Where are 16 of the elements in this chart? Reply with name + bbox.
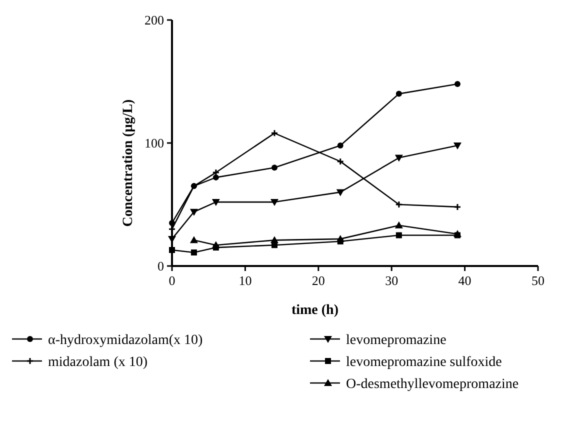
- y-tick-label: 100: [144, 136, 164, 151]
- legend-label: O-desmethyllevomepromazine: [346, 376, 519, 392]
- legend-label: midazolam (x 10): [48, 354, 148, 370]
- x-tick-label: 40: [458, 273, 472, 288]
- x-tick-label: 30: [385, 273, 398, 288]
- legend-label: levomepromazine sulfoxide: [346, 354, 502, 370]
- y-tick-label: 200: [144, 12, 164, 28]
- y-tick-label: 0: [158, 258, 164, 274]
- y-axis-title: Concentration (µg/L): [121, 98, 136, 227]
- x-tick-label: 10: [238, 273, 252, 288]
- legend-label: α-hydroxymidazolam(x 10): [48, 332, 204, 348]
- x-tick-label: 50: [532, 273, 544, 288]
- x-tick-label: 0: [168, 273, 176, 288]
- x-axis-title: time (h): [291, 303, 339, 318]
- x-tick-label: 20: [312, 273, 325, 288]
- legend-label: levomepromazine: [346, 332, 446, 348]
